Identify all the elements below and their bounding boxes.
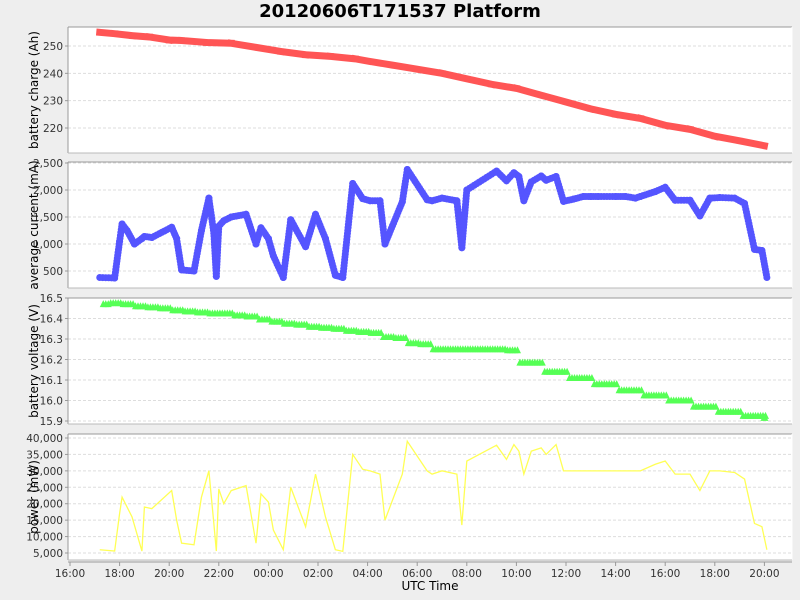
chart-title: 20120606T171537 Platform (259, 1, 541, 22)
x-tick-label: 14:00 (600, 568, 630, 580)
y-tick-label: 16.5 (40, 293, 63, 305)
y-tick-label: 15,000 (26, 515, 63, 527)
x-tick-label: 10:00 (501, 568, 531, 580)
x-tick-label: 18:00 (104, 568, 134, 580)
x-axis: 16:00 18:00 20:00 22:00 00:00 02:00 04:00 06:00… (55, 561, 792, 580)
battery-voltage-y-axis-title: battery voltage (V) (27, 304, 41, 418)
y-tick-label: 30,000 (26, 466, 63, 478)
y-tick-label: 220 (43, 123, 63, 135)
average-current-y-axis-title: average current (mA) (27, 160, 41, 289)
y-tick-label: 240 (43, 68, 63, 80)
power-y-axis-title: power (mW) (27, 460, 41, 534)
y-tick-label: 10,000 (26, 532, 63, 544)
average-current-y-axis: 2,500 2,000 1,500 1,000 500 (33, 158, 792, 278)
y-tick-label: 1,000 (33, 239, 63, 251)
x-tick-label: 12:00 (551, 568, 581, 580)
x-tick-label: 16:00 (55, 568, 85, 580)
x-tick-label: 00:00 (253, 568, 283, 580)
y-tick-label: 2,500 (33, 158, 63, 170)
plot-area (68, 298, 792, 424)
x-tick-label: 06:00 (402, 568, 432, 580)
x-tick-label: 08:00 (452, 568, 482, 580)
x-tick-label: 04:00 (352, 568, 382, 580)
power-y-axis: 40,000 35,000 30,000 25,000 20,000 15,000 10,0… (26, 433, 792, 560)
x-axis-title: UTC Time (402, 579, 459, 593)
battery-charge-series (95, 28, 769, 150)
plot-area (68, 27, 792, 153)
x-tick-label: 18:00 (700, 568, 730, 580)
y-tick-label: 16.1 (40, 375, 63, 387)
power-series (99, 439, 768, 553)
y-tick-label: 35,000 (26, 449, 63, 461)
power-panel: 40,000 35,000 30,000 25,000 20,000 15,000 10,0… (26, 433, 793, 561)
y-tick-label: 2,000 (33, 185, 63, 197)
battery-voltage-series (99, 299, 769, 421)
x-tick-label: 22:00 (204, 568, 234, 580)
y-tick-label: 16.2 (40, 355, 63, 367)
y-tick-label: 250 (43, 41, 63, 53)
x-tick-label: 16:00 (650, 568, 680, 580)
y-tick-label: 5,000 (33, 548, 63, 560)
y-tick-label: 15.9 (40, 416, 63, 428)
x-tick-label: 02:00 (303, 568, 333, 580)
y-tick-label: 40,000 (26, 433, 63, 445)
plot-area (68, 162, 792, 288)
y-tick-label: 16.0 (40, 396, 63, 408)
x-tick-label: 20:00 (154, 568, 184, 580)
y-tick-label: 230 (43, 96, 63, 108)
y-tick-label: 16.3 (40, 334, 63, 346)
y-tick-label: 16.4 (40, 314, 64, 326)
y-tick-label: 500 (43, 266, 63, 278)
plot-area (68, 434, 792, 560)
y-tick-label: 25,000 (26, 482, 63, 494)
y-tick-label: 20,000 (26, 499, 63, 511)
y-tick-label: 1,500 (33, 212, 63, 224)
average-current-series (96, 165, 771, 282)
battery-charge-y-axis-title: battery charge (Ah) (27, 31, 41, 149)
x-tick-label: 20:00 (749, 568, 779, 580)
